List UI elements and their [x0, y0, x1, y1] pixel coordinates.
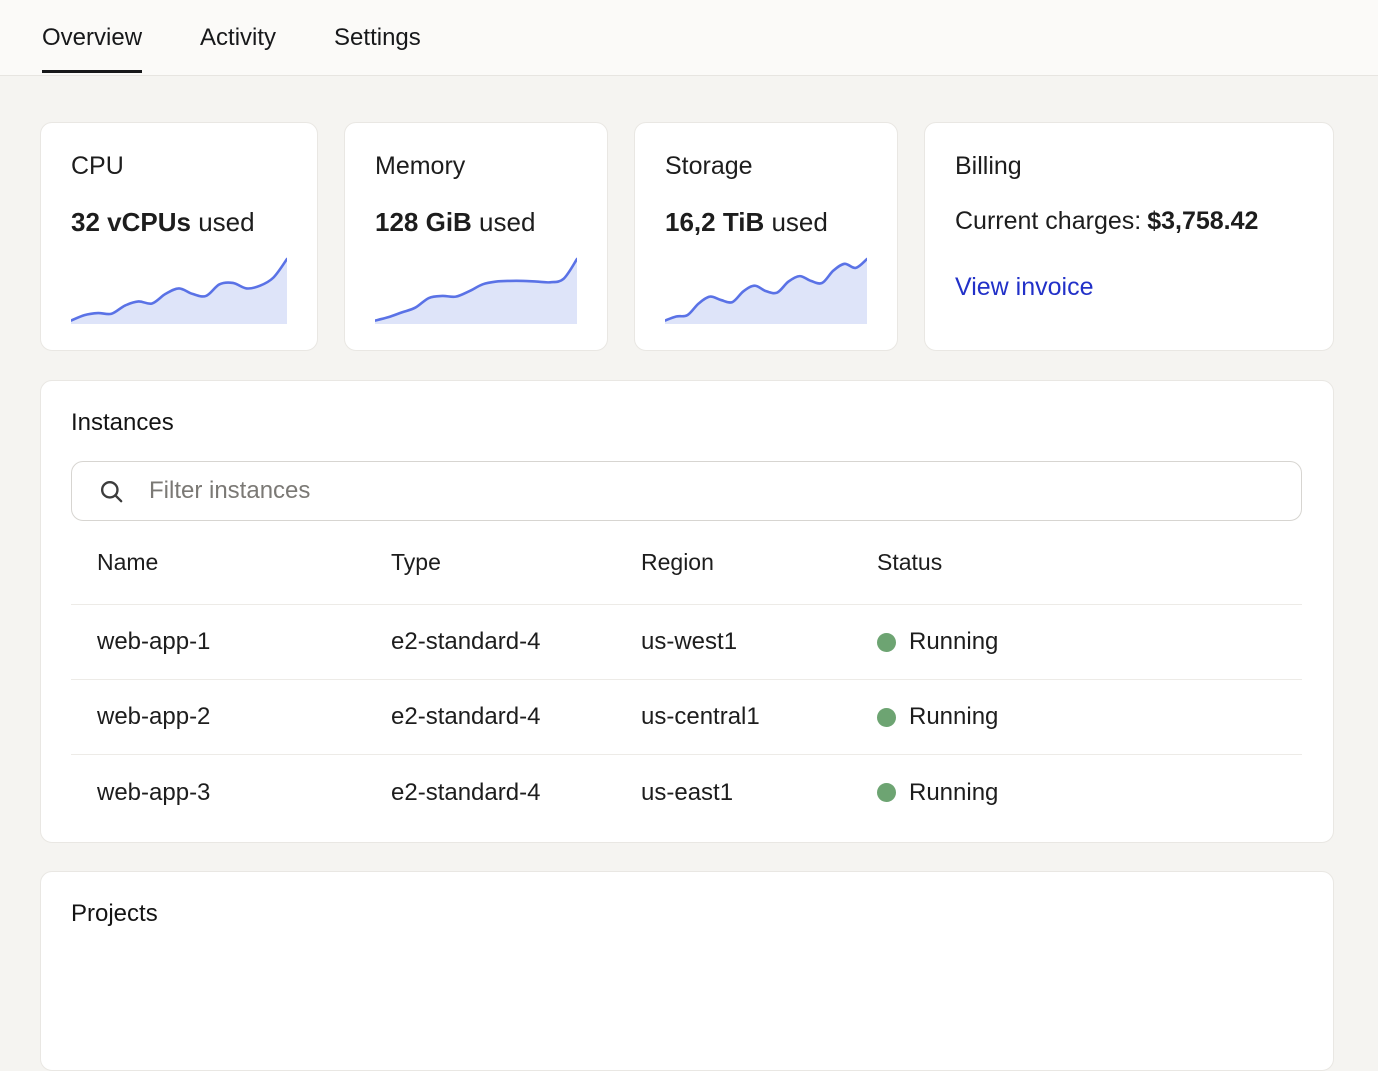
instance-region: us-east1	[641, 778, 734, 806]
instance-region: us-west1	[641, 628, 738, 655]
projects-title: Projects	[71, 900, 158, 927]
instances-panel: Instances Name Type Region Status web-ap…	[40, 380, 1334, 843]
cpu-card-title: CPU	[71, 152, 124, 180]
status-dot-icon	[877, 632, 896, 652]
instances-filter-input[interactable]	[147, 476, 1281, 506]
table-row[interactable]: web-app-1 e2-standard-4 us-west1 Running	[71, 605, 1302, 680]
cpu-sparkline	[71, 252, 287, 324]
billing-card-title: Billing	[955, 152, 1022, 180]
memory-card-value: 128 GiB used	[375, 207, 577, 238]
billing-charges-label: Current charges:	[955, 207, 1142, 235]
storage-card: Storage 16,2 TiB used	[634, 122, 898, 351]
instance-status: Running	[877, 779, 1302, 807]
instance-type: e2-standard-4	[391, 778, 541, 806]
instances-table: Name Type Region Status web-app-1 e2-stan…	[71, 521, 1302, 842]
billing-charges: Current charges: $3,758.42	[955, 207, 1303, 236]
memory-card: Memory 128 GiB used	[344, 122, 608, 351]
tab-activity[interactable]: Activity	[200, 23, 277, 51]
cpu-value-strong: 32 vCPUs	[71, 207, 191, 237]
storage-value-suffix: used	[764, 207, 828, 237]
instance-region: us-central1	[641, 703, 760, 730]
status-label: Running	[909, 778, 999, 806]
status-dot-icon	[877, 707, 896, 727]
instance-type: e2-standard-4	[391, 703, 541, 730]
cpu-card: CPU 32 vCPUs used	[40, 122, 318, 351]
instances-title: Instances	[71, 409, 174, 436]
status-label: Running	[909, 628, 999, 655]
metric-cards-row: CPU 32 vCPUs used Memory 128 GiB used	[40, 122, 1334, 351]
status-label: Running	[909, 703, 999, 730]
view-invoice-link[interactable]: View invoice	[955, 273, 1094, 301]
tab-overview[interactable]: Overview	[42, 0, 143, 75]
instance-name: web-app-1	[97, 628, 211, 655]
tab-settings[interactable]: Settings	[334, 23, 421, 51]
search-icon	[100, 480, 123, 502]
instance-name: web-app-2	[97, 703, 211, 730]
column-header-region: Region	[641, 549, 714, 575]
billing-charges-value: $3,758.42	[1147, 207, 1259, 235]
table-row[interactable]: web-app-3 e2-standard-4 us-east1 Running	[71, 755, 1302, 830]
storage-card-title: Storage	[665, 152, 753, 180]
instance-type: e2-standard-4	[391, 628, 541, 655]
storage-value-strong: 16,2 TiB	[665, 207, 765, 237]
instance-status: Running	[877, 628, 1302, 656]
billing-card: Billing Current charges: $3,758.42 View i…	[924, 122, 1334, 351]
storage-card-value: 16,2 TiB used	[665, 207, 867, 238]
instances-filter-box[interactable]	[71, 461, 1302, 521]
page-content: CPU 32 vCPUs used Memory 128 GiB used	[0, 76, 1378, 1071]
memory-value-strong: 128 GiB	[375, 207, 472, 237]
column-header-status: Status	[877, 549, 943, 575]
status-dot-icon	[877, 783, 896, 802]
memory-sparkline	[375, 252, 577, 324]
instances-table-header: Name Type Region Status	[71, 521, 1302, 605]
cpu-value-suffix: used	[190, 207, 255, 237]
cpu-card-value: 32 vCPUs used	[71, 207, 287, 238]
instance-status: Running	[877, 703, 1302, 731]
memory-card-title: Memory	[375, 152, 466, 180]
memory-value-suffix: used	[471, 207, 536, 237]
storage-sparkline	[665, 252, 867, 324]
column-header-name: Name	[97, 549, 159, 575]
instances-table-body: web-app-1 e2-standard-4 us-west1 Running web…	[71, 605, 1302, 830]
tab-bar: Overview Activity Settings	[0, 0, 1378, 76]
table-row[interactable]: web-app-2 e2-standard-4 us-central1 Running	[71, 680, 1302, 755]
column-header-type: Type	[391, 549, 441, 575]
instance-name: web-app-3	[97, 778, 211, 806]
projects-panel: Projects	[40, 871, 1334, 1071]
